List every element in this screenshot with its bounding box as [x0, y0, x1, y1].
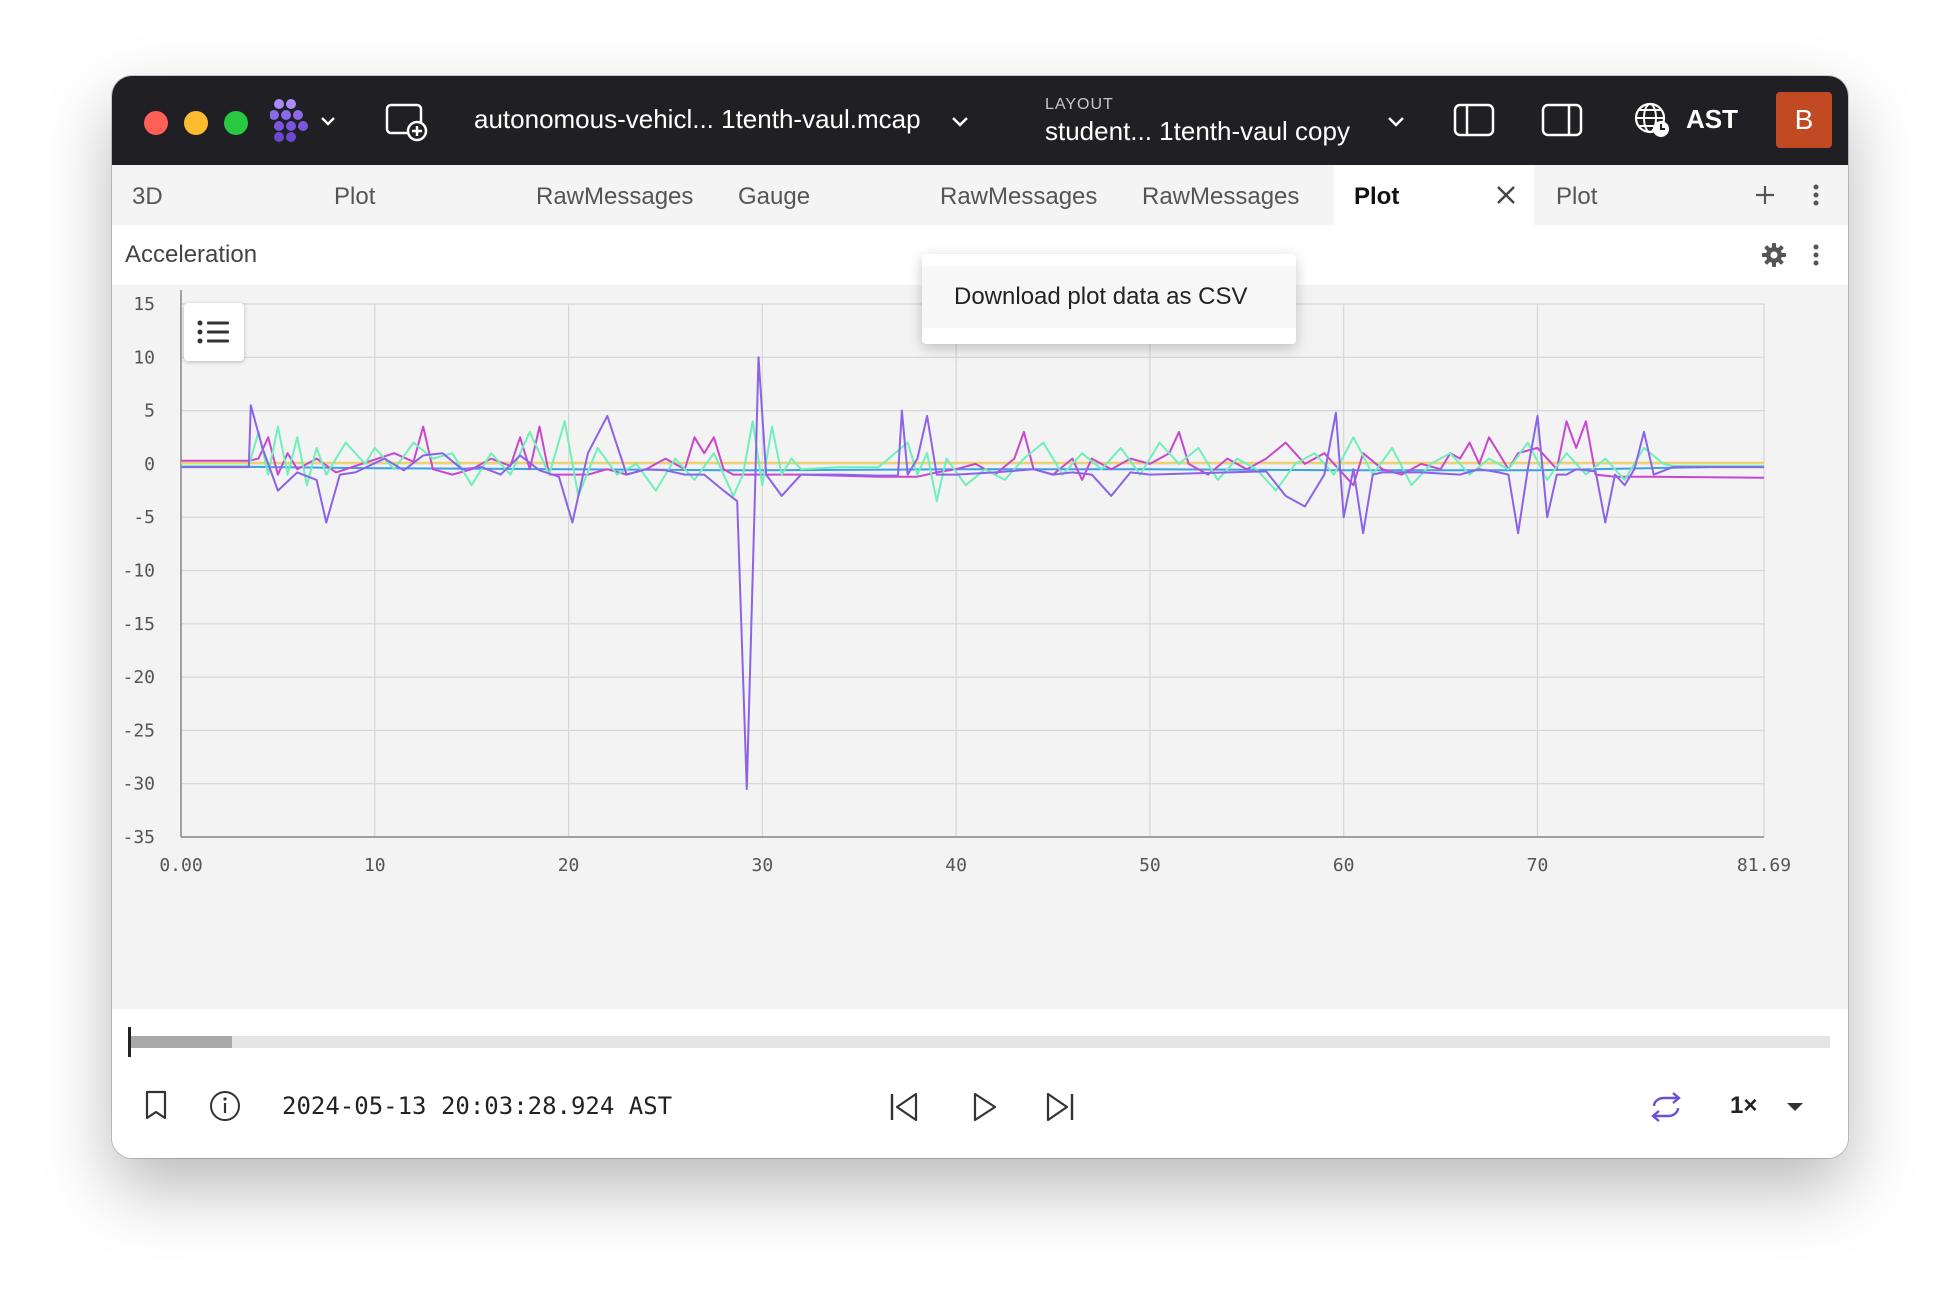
legend-toggle-button[interactable] [184, 303, 244, 361]
x-tick-label: 60 [1333, 855, 1355, 876]
tab-plot[interactable]: Plot [1556, 183, 1598, 210]
y-tick-label: -20 [122, 667, 155, 688]
tab-rawmessages[interactable]: RawMessages [536, 183, 694, 210]
seek-backward-icon[interactable] [886, 1089, 922, 1125]
tab-rawmessages[interactable]: RawMessages [1142, 183, 1300, 210]
panel-title[interactable]: Acceleration [125, 241, 258, 268]
panel-options-icon[interactable] [1810, 241, 1822, 269]
bookmark-icon[interactable] [142, 1089, 170, 1123]
chart-grid [180, 290, 1765, 838]
download-csv-menu-item[interactable]: Download plot data as CSV [922, 266, 1296, 328]
tab-options-icon[interactable] [1810, 181, 1822, 209]
user-avatar[interactable]: B [1776, 92, 1832, 148]
x-axis-ticks: 0.00 10 20 30 40 50 60 70 81.69 [159, 855, 1791, 876]
playback-timestamp[interactable]: 2024-05-13 20:03:28.924 AST [282, 1092, 673, 1120]
y-tick-label: -5 [133, 507, 155, 528]
caret-down-icon[interactable] [1784, 1097, 1806, 1117]
chevron-down-icon [321, 117, 335, 126]
close-tab-icon[interactable] [1494, 183, 1518, 207]
right-sidebar-toggle-icon[interactable] [1540, 102, 1584, 138]
x-tick-label: 81.69 [1737, 855, 1791, 876]
timezone-globe-icon[interactable] [1632, 100, 1672, 140]
tab-rawmessages[interactable]: RawMessages [940, 183, 1098, 210]
left-sidebar-toggle-icon[interactable] [1452, 102, 1496, 138]
y-tick-label: 5 [144, 401, 155, 422]
panel-options-menu: Download plot data as CSV [922, 254, 1296, 344]
x-tick-label: 70 [1527, 855, 1549, 876]
series-line [181, 420, 1764, 503]
y-axis-ticks: 15 10 5 0 -5 -10 -15 -20 -25 -30 -35 [122, 294, 155, 848]
series-line [180, 465, 1765, 472]
y-tick-label: -35 [122, 827, 155, 848]
y-tick-label: 15 [133, 294, 155, 315]
chevron-down-icon[interactable] [1384, 112, 1408, 132]
title-bar: autonomous-vehicl... 1tenth-vaul.mcap LA… [112, 76, 1848, 165]
app-menu-button[interactable] [269, 98, 342, 146]
layout-name[interactable]: student... 1tenth-vaul copy [1045, 116, 1350, 146]
tab-gauge[interactable]: Gauge [738, 183, 811, 210]
loop-icon[interactable] [1646, 1089, 1686, 1125]
tab-3d[interactable]: 3D [132, 183, 163, 210]
open-source-button[interactable] [384, 100, 430, 144]
y-tick-label: -15 [122, 614, 155, 635]
seek-forward-icon[interactable] [1042, 1089, 1078, 1125]
timeline-progress [130, 1036, 232, 1048]
playback-speed[interactable]: 1× [1730, 1092, 1758, 1119]
timeline-scrubber[interactable] [128, 1027, 1830, 1057]
add-tab-icon[interactable] [1752, 182, 1778, 208]
y-tick-label: 10 [133, 347, 155, 368]
panel-tab-bar: 3D Plot RawMessages Gauge RawMessages Ra… [112, 165, 1848, 225]
data-source-name[interactable]: autonomous-vehicl... 1tenth-vaul.mcap [474, 104, 921, 134]
close-window-button[interactable] [144, 111, 168, 135]
y-tick-label: -30 [122, 774, 155, 795]
series-line [181, 356, 1764, 790]
x-tick-label: 20 [558, 855, 580, 876]
new-window-icon [385, 103, 428, 142]
gear-icon[interactable] [1760, 241, 1788, 269]
playhead-marker[interactable] [128, 1027, 131, 1057]
info-icon[interactable] [208, 1089, 242, 1123]
layout-caption: LAYOUT [1045, 96, 1114, 113]
series-line [181, 420, 1765, 487]
chart-series [180, 356, 1765, 790]
y-tick-label: -10 [122, 561, 155, 582]
plot-area[interactable]: 15 10 5 0 -5 -10 -15 -20 -25 -30 -35 0.00 10 20 30 40 5… [112, 285, 1848, 1010]
minimize-window-button[interactable] [184, 111, 208, 135]
x-tick-label: 10 [364, 855, 386, 876]
x-tick-label: 0.00 [159, 855, 202, 876]
playback-bar: 2024-05-13 20:03:28.924 AST 1× [112, 1009, 1848, 1158]
timezone-label[interactable]: AST [1686, 104, 1738, 134]
app-logo-icon [269, 99, 335, 142]
play-icon[interactable] [966, 1089, 1002, 1125]
tab-plot-active[interactable]: Plot [1334, 165, 1534, 225]
x-tick-label: 40 [945, 855, 967, 876]
chevron-down-icon[interactable] [948, 112, 972, 132]
list-icon [197, 320, 229, 344]
tab-plot[interactable]: Plot [334, 183, 376, 210]
app-window: autonomous-vehicl... 1tenth-vaul.mcap LA… [112, 76, 1848, 1158]
maximize-window-button[interactable] [224, 111, 248, 135]
y-tick-label: -25 [122, 720, 155, 741]
x-tick-label: 50 [1139, 855, 1161, 876]
x-tick-label: 30 [752, 855, 774, 876]
y-tick-label: 0 [144, 454, 155, 475]
